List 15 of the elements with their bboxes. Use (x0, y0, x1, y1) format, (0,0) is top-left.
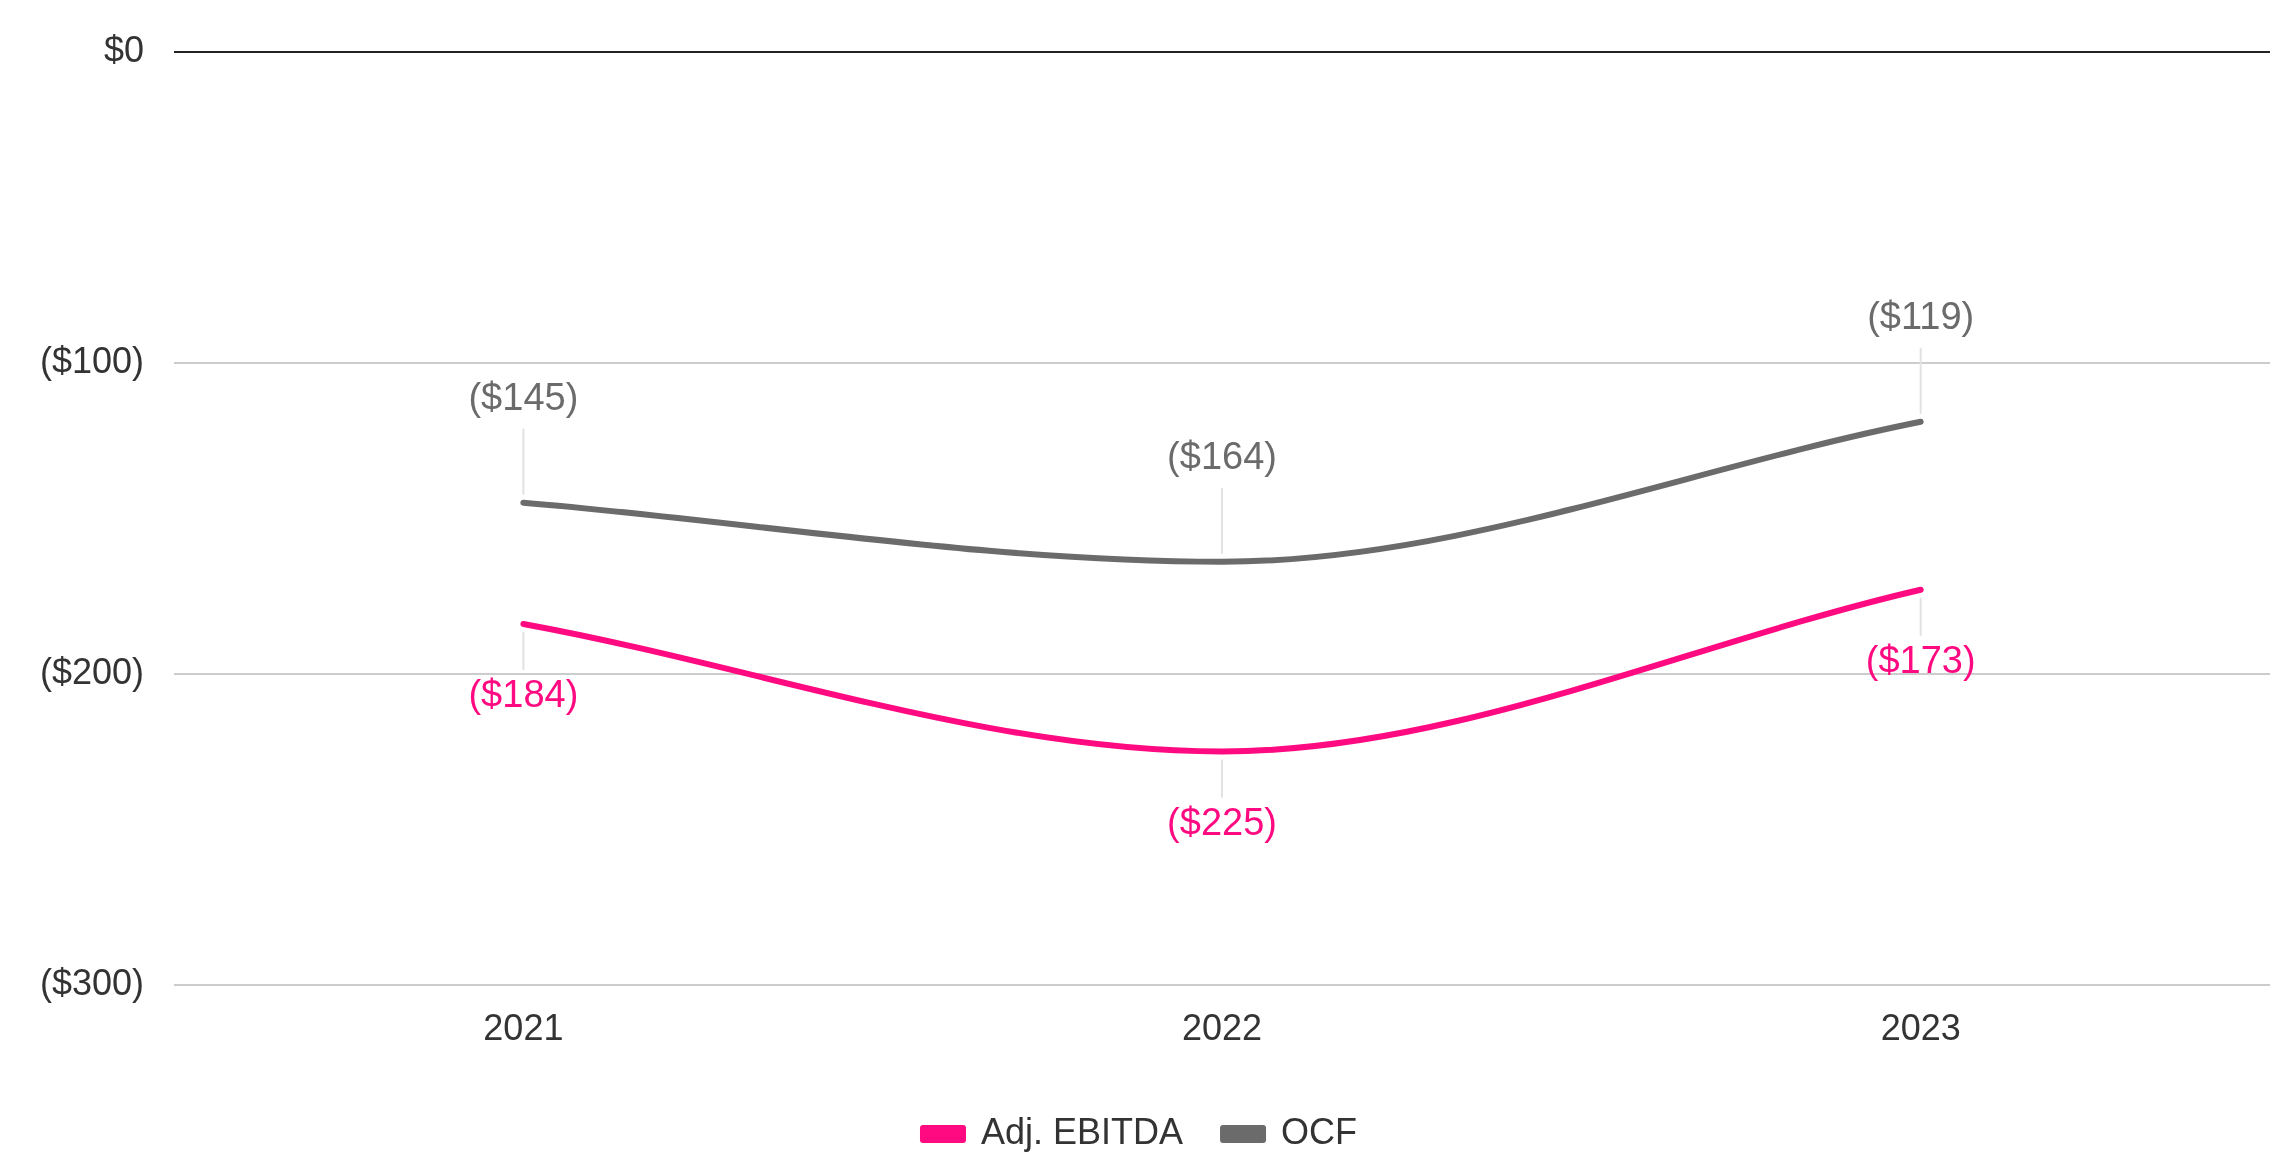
legend-label: Adj. EBITDA (980, 1110, 1184, 1152)
x-tick-label: 2021 (483, 1007, 564, 1049)
data-label: ($225) (1167, 800, 1277, 843)
data-label: ($145) (468, 376, 579, 419)
x-tick-label: 2023 (1880, 1007, 1961, 1049)
y-tick-label: ($100) (40, 339, 145, 381)
y-tick-label: $0 (104, 28, 145, 70)
y-tick-label: ($300) (40, 961, 145, 1003)
y-tick-label: ($200) (40, 650, 145, 692)
data-label: ($173) (1865, 639, 1976, 682)
data-label: ($119) (1867, 295, 1975, 338)
data-label: ($164) (1167, 435, 1277, 478)
x-tick-label: 2022 (1181, 1007, 1263, 1049)
legend-label: OCF (1281, 1110, 1358, 1152)
data-label: ($184) (468, 673, 579, 716)
